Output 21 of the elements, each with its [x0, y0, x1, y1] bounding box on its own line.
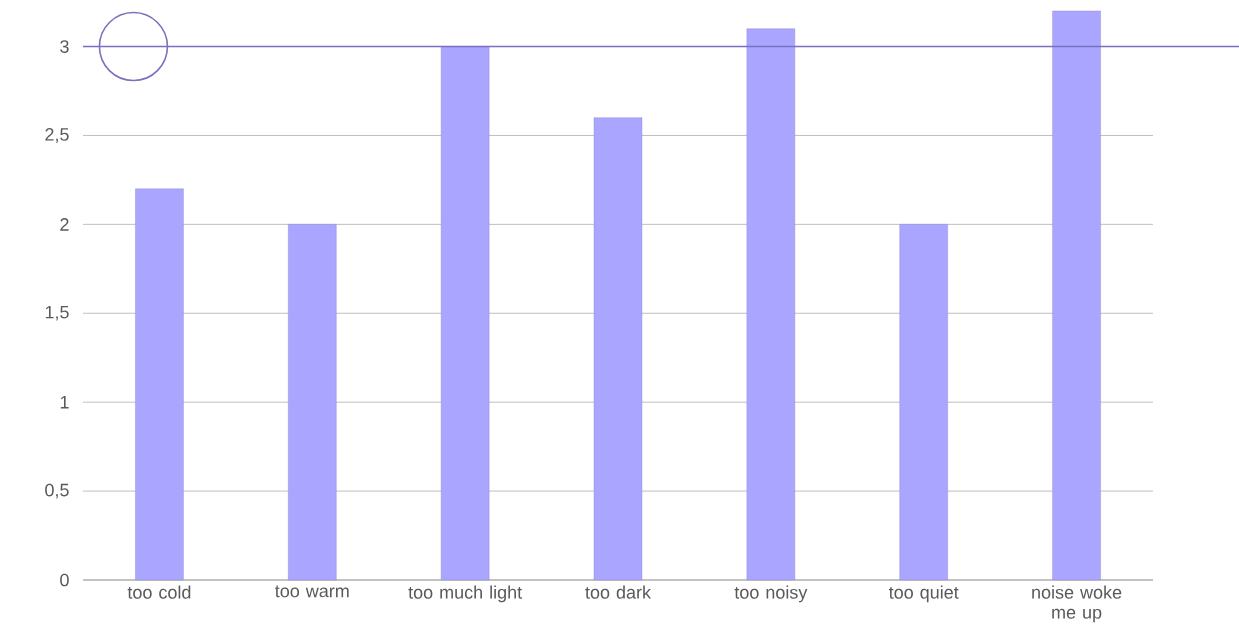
bar — [899, 224, 948, 581]
bar — [288, 224, 337, 581]
x-tick-label: too cold — [127, 585, 191, 599]
bar — [1052, 10, 1101, 581]
y-tick-label: 0,5 — [45, 483, 69, 499]
bar — [746, 28, 796, 581]
x-tick-label: too quiet — [888, 585, 959, 603]
y-tick-label: 3 — [60, 40, 69, 53]
x-tick-label: too noisy — [734, 585, 808, 603]
y-tick-label: 1 — [60, 395, 69, 409]
bar — [135, 188, 184, 581]
y-tick-label: 2 — [60, 218, 69, 231]
y-tick-label: 2,5 — [45, 128, 69, 143]
x-tick-label: too much light — [408, 585, 523, 603]
x-tick-label: too dark — [585, 585, 652, 599]
x-tick-label: noise woke me up — [1032, 585, 1122, 623]
y-tick-label: 1,5 — [45, 305, 69, 321]
bar — [593, 117, 643, 581]
x-tick-label: too warm — [275, 585, 349, 598]
bar — [440, 46, 490, 581]
y-tick-label: 0 — [60, 573, 69, 587]
